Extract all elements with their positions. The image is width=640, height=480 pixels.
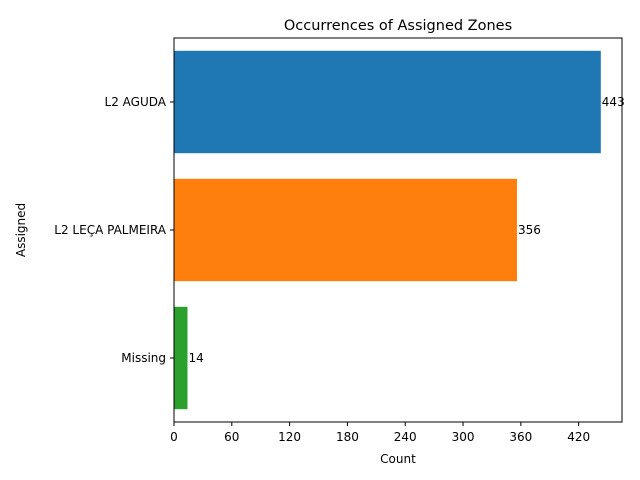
data-label-0: 443 xyxy=(602,95,625,109)
bar-2 xyxy=(174,306,188,410)
x-tick-label-0: 0 xyxy=(170,430,178,444)
bar-0 xyxy=(174,50,601,154)
x-tick-label-4: 240 xyxy=(394,430,417,444)
x-tick-label-2: 120 xyxy=(278,430,301,444)
data-labels-group: 443 356 14 xyxy=(188,95,624,365)
bars-group xyxy=(174,50,601,410)
x-tick-label-5: 300 xyxy=(452,430,475,444)
data-label-2: 14 xyxy=(188,351,203,365)
y-axis-label: Assigned xyxy=(14,203,28,257)
y-tick-label-1: L2 LEÇA PALMEIRA xyxy=(54,223,166,237)
y-tick-label-0: L2 AGUDA xyxy=(105,95,167,109)
x-tick-label-6: 360 xyxy=(509,430,532,444)
x-tick-label-7: 420 xyxy=(567,430,590,444)
data-label-1: 356 xyxy=(518,223,541,237)
y-axis-ticks: L2 AGUDA L2 LEÇA PALMEIRA Missing xyxy=(54,95,174,365)
plot-frame xyxy=(173,37,623,423)
bar-1 xyxy=(174,178,517,282)
x-tick-label-3: 180 xyxy=(336,430,359,444)
x-tick-label-1: 60 xyxy=(224,430,239,444)
x-axis-ticks: 0 60 120 180 240 300 360 420 xyxy=(170,422,590,444)
y-tick-label-2: Missing xyxy=(121,351,166,365)
chart-title: Occurrences of Assigned Zones xyxy=(284,18,512,34)
x-axis-label: Count xyxy=(380,452,416,466)
